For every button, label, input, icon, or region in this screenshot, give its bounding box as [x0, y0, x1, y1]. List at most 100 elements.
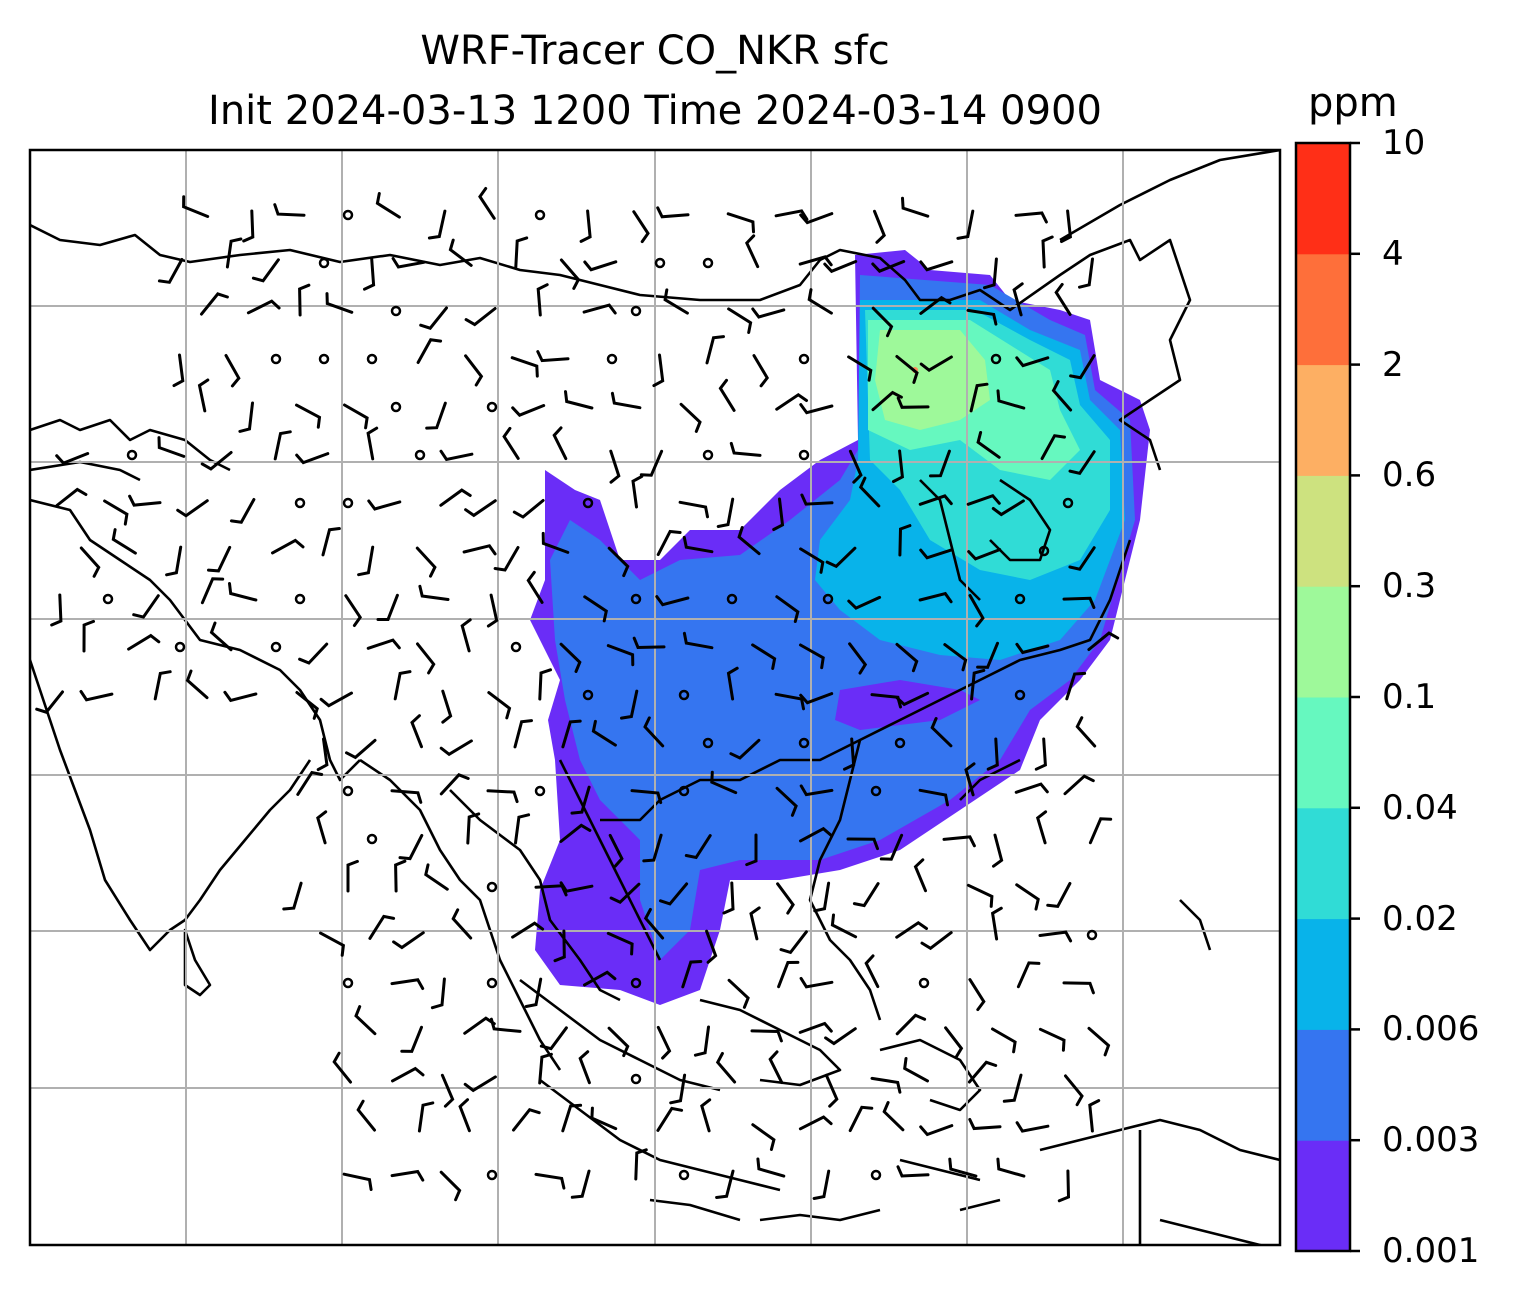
wind-barb [913, 858, 927, 893]
wind-barb [559, 642, 582, 673]
wind-barb [918, 494, 953, 506]
wind-barb [991, 1027, 1017, 1054]
wind-barb [514, 236, 529, 269]
wind-barb [583, 970, 617, 987]
wind-barb [898, 524, 912, 557]
wind-barb [775, 786, 798, 817]
wind-barb [172, 353, 185, 388]
wind-barb [656, 1106, 684, 1132]
calm-wind-circle [678, 1169, 690, 1181]
wind-barb [534, 1172, 566, 1190]
wind-barb [1088, 817, 1113, 845]
wind-barb [228, 582, 258, 602]
colorbar-tick-label: 2 [1382, 344, 1404, 385]
wind-barb [824, 1073, 839, 1108]
wind-barb [848, 642, 868, 675]
wind-barb [1068, 450, 1096, 475]
wind-barb [296, 770, 324, 796]
wind-barb [79, 690, 114, 702]
wind-barb [363, 257, 376, 291]
wind-barb [919, 355, 953, 373]
wind-barb [716, 497, 735, 528]
wind-barb [799, 212, 834, 225]
calm-wind-circle [870, 1169, 882, 1181]
wind-barb [609, 882, 641, 904]
calm-wind-circle [702, 257, 714, 269]
wind-barb [727, 978, 750, 1009]
wind-barb [526, 570, 544, 604]
wind-barb [807, 288, 833, 315]
wind-barb [439, 488, 472, 507]
wind-barb [983, 257, 998, 290]
colorbar-tick-label: 0.02 [1382, 898, 1458, 939]
wind-barb [463, 1075, 497, 1093]
calm-wind-circle [1014, 593, 1026, 605]
wind-barb [609, 449, 621, 484]
wind-barb [128, 494, 162, 507]
wind-barb [606, 931, 634, 956]
calm-wind-circle [318, 353, 330, 365]
wind-barb [295, 403, 322, 429]
wind-barb [398, 833, 424, 861]
wind-barb [157, 258, 184, 284]
calm-wind-circle [1086, 929, 1098, 941]
wind-barb [390, 1169, 425, 1182]
wind-barb [799, 784, 834, 797]
wind-barb [415, 546, 437, 578]
wind-barb [273, 430, 292, 461]
wind-barb [722, 881, 735, 915]
wind-barb [882, 1101, 905, 1132]
wind-barb [391, 1066, 425, 1083]
calm-wind-circle [582, 689, 594, 701]
wind-barb [919, 1124, 954, 1137]
wind-barb [55, 452, 90, 465]
wind-barb [561, 1103, 583, 1133]
wind-barb [607, 1026, 630, 1058]
wind-barb [846, 837, 879, 851]
wind-barb [427, 209, 447, 240]
wind-barb [986, 737, 999, 771]
wind-barb [799, 692, 834, 705]
wind-barb [182, 195, 210, 218]
calm-wind-circle [534, 209, 546, 221]
wind-barb [356, 1099, 376, 1132]
wind-barb [400, 1025, 423, 1053]
calm-wind-circle [702, 737, 714, 749]
wind-barb [273, 203, 306, 217]
wind-barb [103, 499, 129, 526]
wind-barb [656, 529, 682, 557]
wind-barb [464, 499, 497, 518]
colorbar-tick-label: 0.1 [1382, 677, 1437, 717]
wind-barb [642, 833, 663, 863]
wind-barb [513, 719, 533, 749]
wind-barb [756, 1157, 786, 1178]
wind-barb [776, 882, 795, 915]
wind-barb [895, 355, 919, 384]
wind-barb [847, 595, 882, 610]
calm-wind-circle [726, 593, 738, 605]
wind-barb [812, 1169, 831, 1200]
wind-barb [590, 1106, 618, 1131]
wind-barb [325, 292, 354, 314]
calm-wind-circle [630, 305, 642, 317]
wind-barb [631, 474, 644, 509]
wind-barb [777, 960, 800, 989]
wind-barb [726, 212, 755, 234]
calm-wind-circle [870, 785, 882, 797]
wind-barb [295, 452, 330, 465]
wind-barb [460, 618, 472, 653]
wind-barb [852, 882, 880, 908]
wind-barb [896, 396, 930, 409]
wind-barb [610, 391, 642, 410]
wind-barb [295, 691, 319, 720]
wind-barb [570, 1169, 591, 1199]
wind-barb [871, 306, 894, 338]
wind-barb [830, 913, 858, 939]
wind-barb [630, 789, 663, 805]
wind-barb [35, 690, 64, 714]
wind-barb [632, 636, 666, 650]
wind-barb [514, 813, 531, 845]
wind-barb [582, 303, 617, 315]
wind-barb [607, 546, 630, 578]
wind-barb [930, 717, 953, 748]
